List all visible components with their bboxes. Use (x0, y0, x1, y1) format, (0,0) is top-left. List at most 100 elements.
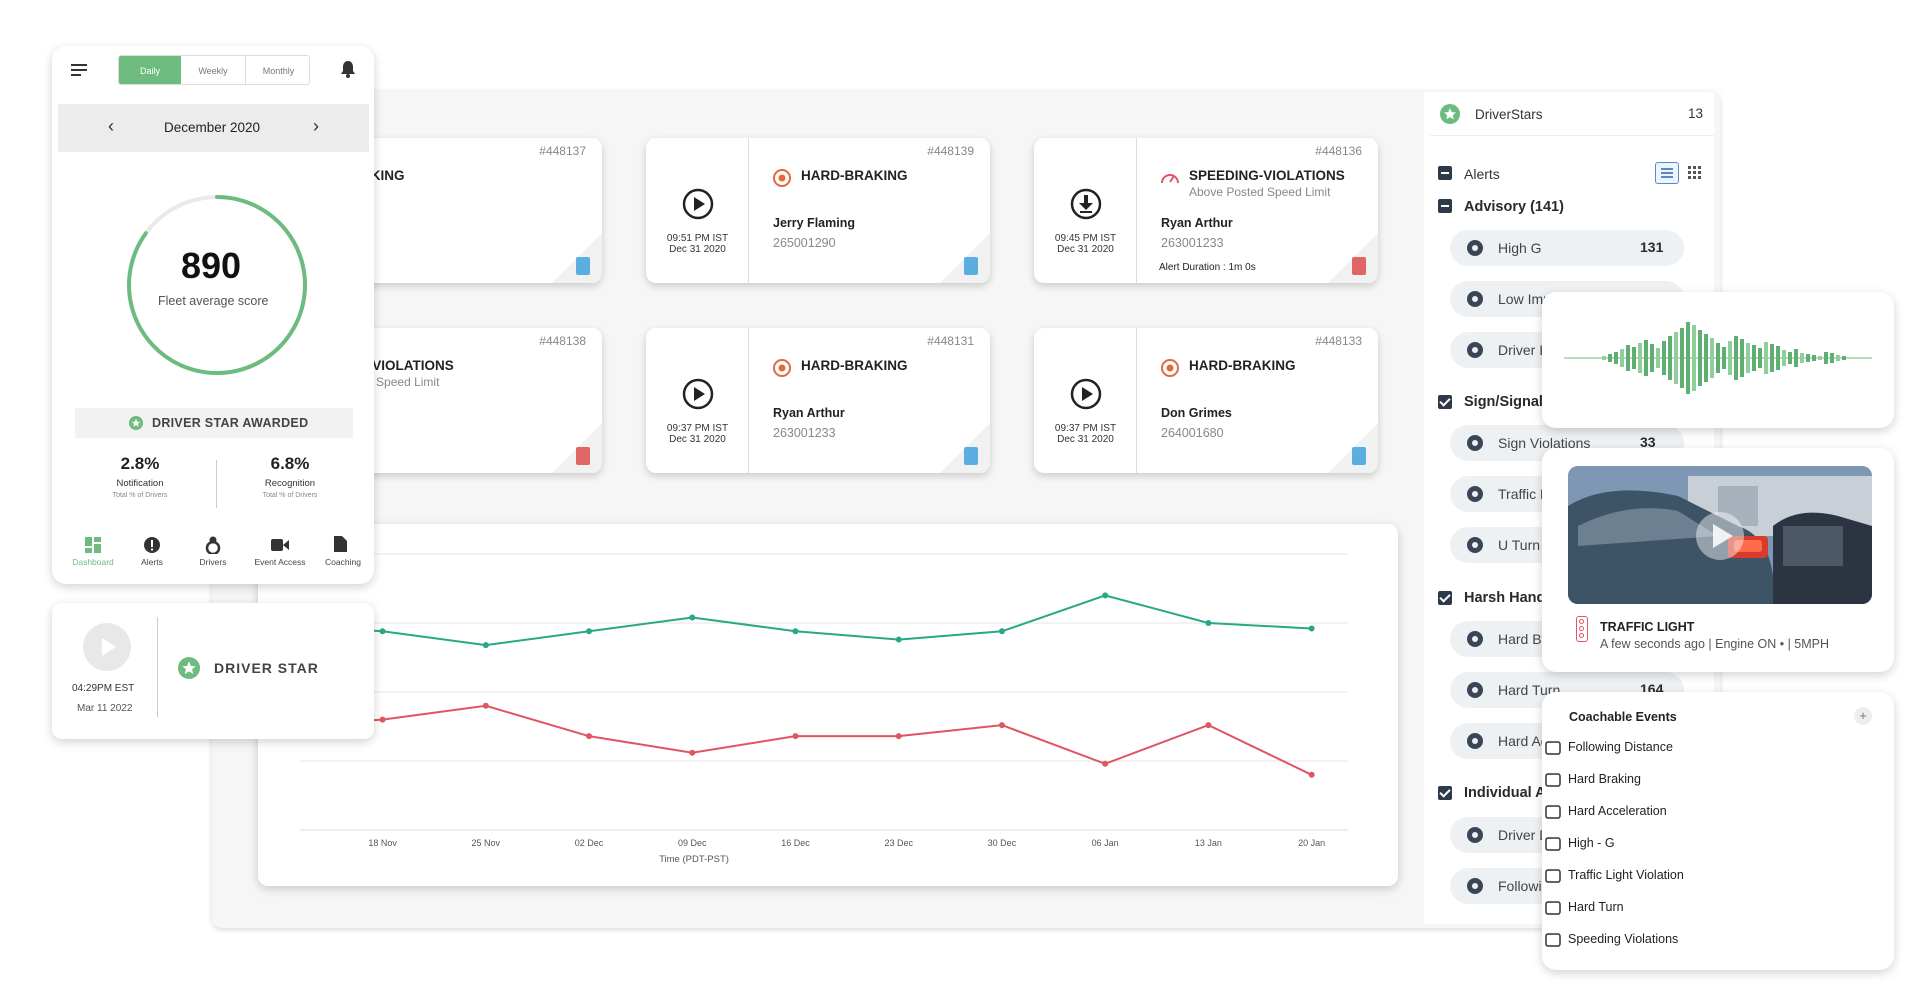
traffic-light-icon (1576, 616, 1588, 642)
driver-star-label: DRIVER STAR (214, 660, 319, 676)
alert-type-icon (1464, 629, 1486, 649)
data-point-1[interactable] (586, 733, 593, 740)
coachable-event-item[interactable]: Hard Acceleration (1568, 804, 1667, 818)
coachable-event-item[interactable]: High - G (1568, 836, 1615, 850)
individual-checkbox[interactable] (1438, 786, 1452, 800)
report-add-icon[interactable] (964, 447, 978, 465)
sign-signal-checkbox[interactable] (1438, 395, 1452, 409)
chevron-right-icon[interactable]: › (313, 116, 319, 136)
waveform-bar (1614, 352, 1618, 364)
high-g-icon (1544, 835, 1562, 853)
data-point-1[interactable] (998, 722, 1005, 729)
bell-icon[interactable] (340, 60, 356, 78)
alert-filter-item[interactable]: High G 131 (1450, 230, 1684, 266)
waveform-bar (1728, 341, 1732, 375)
waveform-bar (1704, 334, 1708, 382)
alert-filter-label: U Turn (1498, 537, 1541, 553)
data-point-0[interactable] (1205, 620, 1212, 626)
hamburger-menu-icon[interactable] (71, 64, 87, 77)
download-circle-icon[interactable] (1070, 188, 1102, 220)
video-event-card[interactable]: TRAFFIC LIGHT A few seconds ago | Engine… (1542, 448, 1894, 672)
event-date: Dec 31 2020 (1057, 434, 1114, 445)
event-title: HARD-BRAKING (801, 168, 908, 183)
play-circle-icon[interactable] (1070, 378, 1102, 410)
alert-type-icon (1464, 340, 1486, 360)
nav-dashboard[interactable]: Dashboard (72, 557, 114, 567)
waveform-bar (1698, 330, 1702, 386)
list-view-icon[interactable] (1655, 162, 1679, 184)
event-number: #448136 (1315, 144, 1362, 158)
data-point-0[interactable] (1102, 592, 1109, 599)
report-pdf-icon[interactable] (1352, 257, 1366, 275)
chevron-left-icon[interactable]: ‹ (108, 116, 114, 136)
data-point-0[interactable] (482, 642, 489, 649)
data-point-0[interactable] (1308, 625, 1315, 632)
data-point-1[interactable] (689, 749, 696, 756)
stat-value: 6.8% (270, 454, 310, 473)
series-line-1 (299, 704, 1313, 776)
alerts-minus-icon[interactable] (1438, 166, 1452, 180)
coachable-event-item[interactable]: Following Distance (1568, 740, 1673, 754)
data-point-1[interactable] (1308, 771, 1315, 778)
x-tick-label: 06 Jan (1092, 838, 1119, 848)
data-point-1[interactable] (895, 733, 902, 740)
event-card[interactable]: 09:51 PM IST Dec 31 2020 #448139 HARD-BRAKI… (646, 138, 990, 283)
waveform-bar (1746, 343, 1750, 373)
x-tick-label: 25 Nov (472, 838, 501, 848)
x-axis-label: Time (PDT-PST) (659, 854, 729, 865)
chart-card: 18 Nov 25 Nov 02 Dec 09 Dec 16 Dec 23 Dec 30 D… (258, 524, 1398, 886)
play-circle-icon[interactable] (682, 188, 714, 220)
coachable-event-item[interactable]: Traffic Light Violation (1568, 868, 1684, 882)
grid-view-icon[interactable] (1688, 166, 1702, 180)
nav-drivers[interactable]: Drivers (199, 557, 227, 567)
video-thumbnail[interactable] (1568, 466, 1872, 604)
event-driver-id: 265001290 (773, 236, 836, 250)
event-date: Dec 31 2020 (1057, 244, 1114, 255)
data-point-1[interactable] (379, 716, 386, 723)
event-time: 09:51 PM IST (666, 233, 729, 244)
driverstars-row[interactable]: DriverStars 13 (1430, 96, 1714, 136)
tab-weekly[interactable]: Weekly (181, 56, 246, 84)
sign-signal-header: Sign/Signal (1464, 394, 1543, 410)
nav-coaching[interactable]: Coaching (325, 557, 361, 567)
data-point-0[interactable] (792, 628, 799, 635)
event-title: SPEEDING-VIOLATIONS (1189, 168, 1345, 183)
data-point-1[interactable] (792, 733, 799, 740)
data-point-0[interactable] (895, 636, 902, 643)
nav-event-access[interactable]: Event Access (254, 557, 306, 567)
star-badge-icon (178, 657, 200, 679)
event-card[interactable]: 09:45 PM IST Dec 31 2020 #448136 SPEEDING-V… (1034, 138, 1378, 283)
event-driver: Ryan Arthur (773, 406, 845, 420)
data-point-0[interactable] (586, 628, 593, 635)
coachable-event-item[interactable]: Speeding Violations (1568, 932, 1679, 946)
alert-type-icon (1464, 680, 1486, 700)
data-point-1[interactable] (482, 702, 489, 709)
report-pdf-icon[interactable] (576, 447, 590, 465)
advisory-minus-icon[interactable] (1438, 199, 1452, 213)
harsh-handling-checkbox[interactable] (1438, 591, 1452, 605)
report-add-icon[interactable] (964, 257, 978, 275)
data-point-0[interactable] (998, 628, 1005, 635)
x-tick-label: 13 Jan (1195, 838, 1222, 848)
waveform-bar (1668, 336, 1672, 380)
data-point-1[interactable] (1205, 722, 1212, 729)
tab-monthly[interactable]: Monthly (262, 66, 295, 76)
data-point-1[interactable] (1102, 760, 1109, 767)
coachable-event-item[interactable]: Hard Braking (1568, 772, 1641, 786)
data-point-0[interactable] (689, 614, 696, 621)
alert-type-icon (1464, 876, 1486, 896)
play-circle-icon[interactable] (682, 378, 714, 410)
event-card[interactable]: 09:37 PM IST Dec 31 2020 #448133 HARD-BRAKI… (1034, 328, 1378, 473)
nav-alerts[interactable]: Alerts (141, 557, 163, 567)
data-point-0[interactable] (379, 628, 386, 635)
brake-icon (1161, 359, 1179, 377)
coachable-event-item[interactable]: Hard Turn (1568, 900, 1624, 914)
event-time: 09:37 PM IST (1054, 423, 1117, 434)
report-add-icon[interactable] (1352, 447, 1366, 465)
waveform-bar (1716, 343, 1720, 373)
tab-daily[interactable]: Daily (119, 56, 181, 84)
add-icon[interactable]: + (1854, 707, 1872, 725)
play-button[interactable] (83, 623, 131, 671)
report-add-icon[interactable] (576, 257, 590, 275)
event-card[interactable]: 09:37 PM IST Dec 31 2020 #448131 HARD-BRAKI… (646, 328, 990, 473)
